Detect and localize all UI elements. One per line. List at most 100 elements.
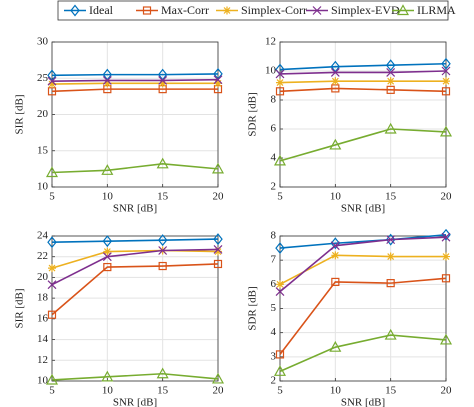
legend-label: Max-Corr: [161, 3, 209, 17]
y-axis-label: SIR [dB]: [14, 288, 26, 328]
data-point: [441, 66, 451, 76]
data-point: [275, 242, 285, 255]
marker-shape: [211, 162, 225, 174]
marker-shape: [441, 66, 451, 76]
data-point: [441, 232, 451, 242]
x-tick-label: 20: [213, 385, 225, 397]
y-tick-label: 4: [271, 152, 277, 164]
marker-shape: [48, 80, 56, 89]
data-point: [158, 261, 167, 271]
x-tick-label: 5: [49, 385, 55, 397]
marker-shape: [156, 157, 169, 169]
x-axis-label: SNR [dB]: [113, 397, 157, 407]
y-tick-label: 4: [271, 326, 277, 338]
series-line: [279, 233, 447, 249]
marker-shape: [157, 234, 168, 247]
series-line: [51, 263, 219, 316]
marker-shape: [330, 68, 340, 77]
marker-shape: [330, 237, 341, 250]
marker-shape: [158, 79, 167, 88]
data-point: [329, 138, 342, 150]
data-point: [330, 68, 340, 77]
marker-shape: [386, 85, 395, 94]
data-point: [331, 277, 340, 287]
data-point: [101, 370, 114, 382]
marker-shape: [47, 76, 57, 86]
marker-shape: [103, 79, 112, 88]
marker-shape: [102, 252, 112, 262]
marker-shape: [386, 68, 396, 77]
marker-shape: [331, 251, 340, 260]
series-line: [51, 82, 218, 85]
marker-shape: [275, 287, 285, 297]
series-line: [279, 70, 447, 75]
marker-shape: [385, 233, 396, 246]
marker-shape: [45, 166, 59, 178]
x-tick-label: 10: [330, 191, 342, 203]
data-point: [384, 122, 397, 134]
series-line: [279, 80, 446, 84]
marker-shape: [330, 241, 340, 251]
marker-shape: [102, 76, 112, 85]
marker-shape: [275, 242, 285, 255]
data-point: [45, 373, 59, 385]
data-point: [102, 76, 112, 85]
data-point: [442, 252, 450, 261]
marker-shape: [386, 279, 395, 288]
marker-shape: [312, 6, 322, 15]
y-tick-label: 24: [37, 230, 49, 242]
legend-box: [57, 0, 449, 21]
data-point: [47, 76, 57, 86]
marker-shape: [439, 125, 453, 137]
marker-shape: [214, 79, 222, 88]
marker-shape: [103, 247, 112, 256]
y-axis-label: SDR [dB]: [247, 286, 259, 330]
y-tick-label: 8: [271, 94, 277, 106]
data-point: [47, 236, 57, 249]
data-point: [385, 59, 396, 72]
y-tick-label: 20: [37, 271, 49, 283]
legend-marker: [396, 4, 410, 16]
x-tick-label: 20: [213, 191, 225, 203]
data-point: [47, 280, 57, 290]
y-tick-label: 10: [265, 65, 277, 77]
series-line: [279, 277, 447, 355]
legend-label: Simplex-Corr: [241, 3, 307, 17]
series-line: [279, 334, 447, 373]
x-tick-label: 10: [330, 385, 342, 397]
data-point: [386, 68, 396, 77]
data-point: [158, 76, 168, 85]
marker-shape: [213, 259, 223, 269]
data-point: [386, 279, 395, 288]
legend-label: ILRMA: [417, 3, 456, 17]
marker-shape: [439, 333, 453, 345]
marker-shape: [211, 372, 225, 384]
marker-shape: [45, 373, 59, 385]
marker-shape: [47, 280, 57, 290]
x-tick-label: 5: [49, 191, 55, 203]
series-line: [51, 162, 219, 174]
marker-shape: [329, 340, 342, 352]
axes-box: [279, 41, 447, 188]
legend-marker: [312, 6, 322, 15]
data-point: [330, 241, 340, 251]
data-point: [214, 79, 222, 88]
marker-shape: [442, 77, 450, 86]
y-tick-label: 2: [271, 375, 277, 387]
marker-shape: [386, 235, 396, 245]
axes-box: [51, 235, 219, 382]
y-tick-label: 5: [271, 302, 277, 314]
y-tick-label: 2: [271, 181, 277, 193]
y-tick-label: 12: [37, 354, 48, 366]
y-tick-label: 10: [37, 375, 49, 387]
marker-shape: [441, 87, 451, 96]
axes-box: [279, 235, 447, 382]
x-axis-label: SNR [dB]: [113, 203, 157, 215]
y-tick-label: 6: [271, 123, 277, 135]
plot-area: [52, 236, 218, 381]
data-point: [386, 252, 395, 261]
y-tick-label: 25: [37, 72, 49, 84]
data-point: [275, 350, 285, 359]
legend-marker: [70, 4, 80, 17]
